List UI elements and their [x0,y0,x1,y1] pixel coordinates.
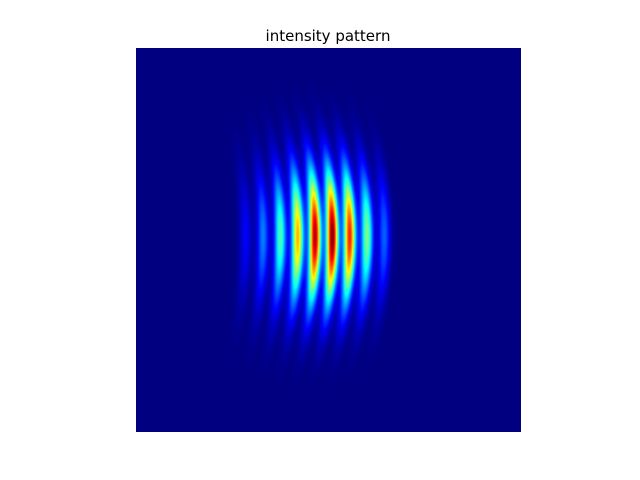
chart-title: intensity pattern [265,27,391,45]
plot-area [136,48,521,432]
heatmap-image [136,48,521,432]
